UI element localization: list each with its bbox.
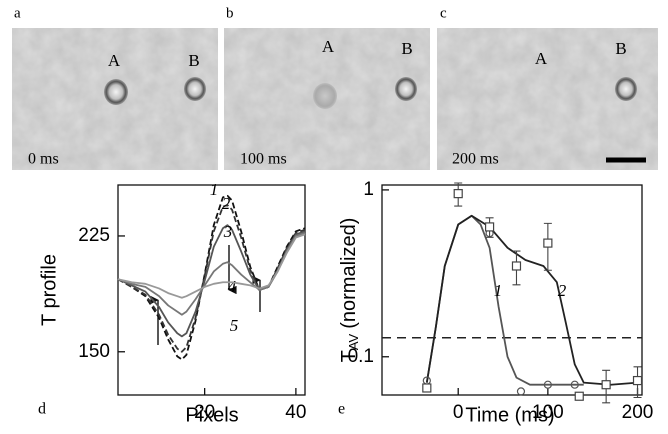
spot-label: B: [615, 39, 626, 58]
x-tick-label: 20: [194, 402, 215, 423]
curve-label: 4: [228, 277, 237, 296]
curve-label: 2: [558, 281, 567, 300]
curve: [117, 233, 306, 299]
y-axis-label: TAV (normalized): [338, 218, 361, 363]
data-point: [543, 238, 553, 248]
x-tick-label: 100: [532, 402, 564, 423]
x-axis-label: Time (ms): [465, 404, 554, 426]
time-label: 200 ms: [452, 151, 499, 168]
y-label-main: T: [338, 350, 360, 362]
data-point: [516, 387, 526, 396]
x-tick-label: 200: [622, 402, 654, 423]
curve: [425, 214, 638, 386]
panel-label: c: [440, 5, 447, 21]
y-tick-label: 150: [78, 341, 110, 362]
data-point: [570, 380, 579, 389]
data-point: [484, 222, 495, 232]
data-point: [601, 380, 611, 390]
panel-b: b A B 100 ms: [224, 5, 430, 170]
plot-frame: [381, 184, 643, 396]
droplet: [615, 77, 637, 101]
data-point: [511, 261, 522, 271]
panel-label: e: [338, 401, 345, 418]
spot-label: B: [401, 39, 412, 58]
curve: [117, 194, 306, 361]
data-point: [632, 375, 643, 386]
data-point: [543, 380, 552, 389]
y-label-rest: (normalized): [338, 218, 360, 329]
curve-label: 2: [222, 194, 231, 213]
spot-label: B: [188, 51, 199, 70]
plot-frame: [117, 184, 306, 396]
x-axis-label: Pixels: [185, 404, 238, 426]
data-point: [574, 391, 584, 401]
data-point: [453, 189, 463, 199]
x-tick-label: 40: [285, 402, 306, 423]
y-label-sub: AV: [346, 333, 361, 350]
panel-c: c A B 200 ms: [437, 5, 658, 170]
curve-label: 1: [210, 180, 219, 199]
curve: [117, 204, 306, 353]
panel-a: a A B 0 ms: [12, 5, 218, 170]
y-tick-label: 0.1: [348, 346, 374, 367]
y-tick-label: 1: [363, 179, 374, 200]
panel-label: d: [38, 401, 46, 418]
time-label: 0 ms: [28, 151, 59, 168]
curve-label: 5: [230, 316, 239, 335]
time-label: 100 ms: [240, 151, 287, 168]
droplet: [184, 77, 206, 101]
y-tick-label: 225: [78, 225, 110, 246]
spot-label: A: [108, 51, 121, 70]
spot-label: A: [535, 49, 548, 68]
spot-label: A: [322, 37, 335, 56]
droplet-faded: [313, 83, 337, 109]
x-tick-label: 0: [453, 402, 464, 423]
droplet: [104, 79, 128, 105]
panel-label: b: [226, 5, 234, 21]
droplet: [395, 77, 417, 101]
panel-label: a: [14, 5, 21, 21]
data-point: [422, 383, 432, 393]
curve-label: 3: [223, 222, 233, 241]
y-axis-label: T profile: [38, 254, 60, 326]
curve-label: 1: [494, 281, 503, 300]
